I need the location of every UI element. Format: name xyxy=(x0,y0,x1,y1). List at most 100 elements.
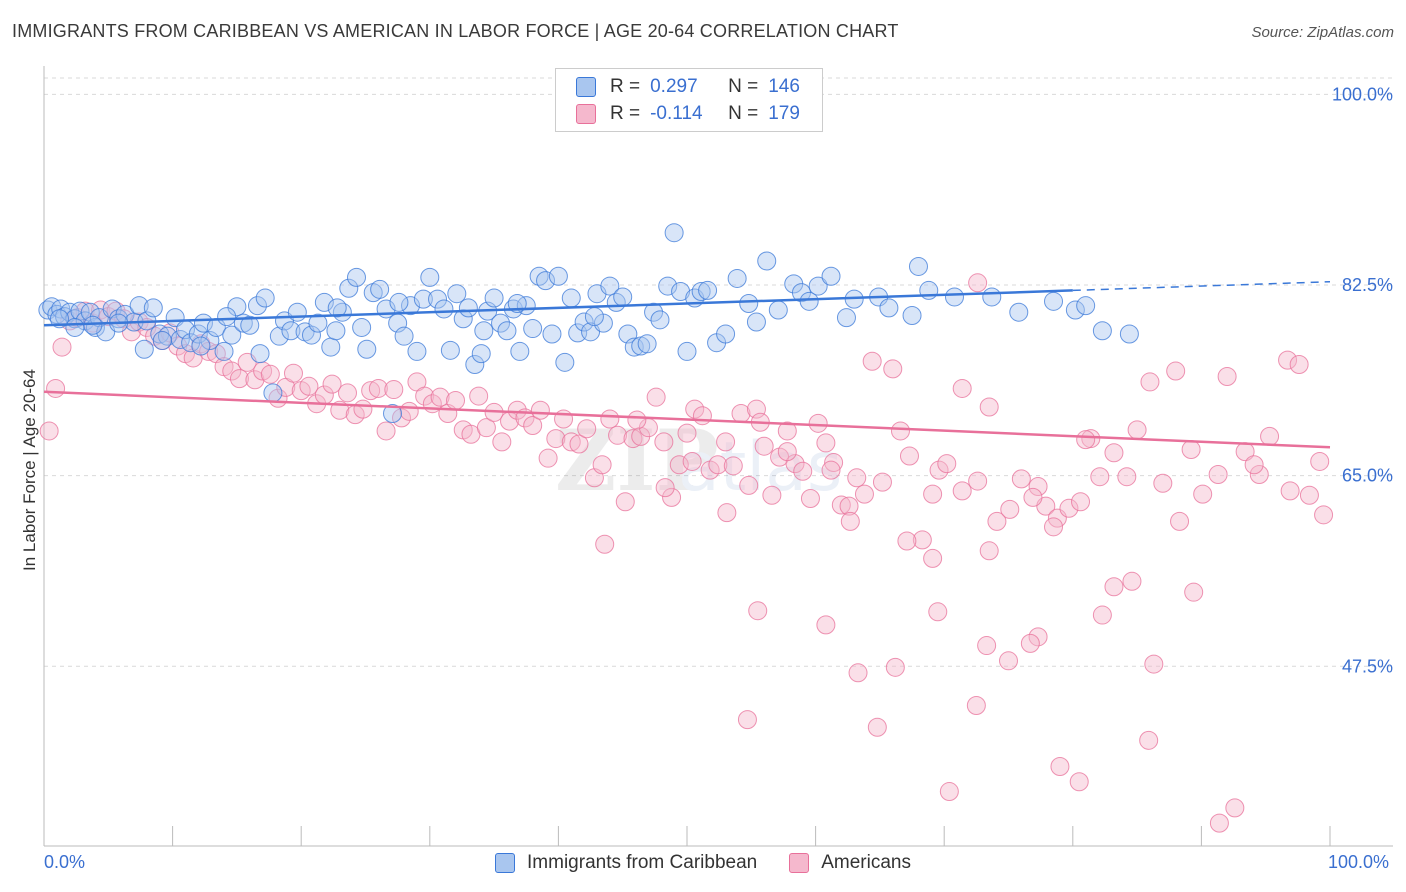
americans-point xyxy=(685,399,705,419)
americans-point xyxy=(1000,499,1020,519)
caribbean-point xyxy=(152,331,172,351)
americans-point xyxy=(507,400,527,420)
legend-n-label: N = xyxy=(728,76,759,97)
americans-point xyxy=(654,432,674,452)
caribbean-point xyxy=(1076,296,1096,316)
caribbean-point xyxy=(60,302,80,322)
americans-point xyxy=(816,615,836,635)
americans-point xyxy=(754,436,774,456)
caribbean-point xyxy=(902,305,922,325)
americans-point xyxy=(592,455,612,475)
caribbean-point xyxy=(407,341,427,361)
caribbean-point xyxy=(287,302,307,322)
legend-swatch-blue xyxy=(576,77,596,97)
caribbean-point xyxy=(134,339,154,359)
americans-point xyxy=(1090,467,1110,487)
series-americans-points xyxy=(39,273,1334,833)
americans-point xyxy=(361,381,381,401)
svg-text:ZIP: ZIP xyxy=(555,411,719,510)
caribbean-point xyxy=(308,313,328,333)
americans-point xyxy=(847,468,867,488)
caribbean-point xyxy=(83,315,103,335)
caribbean-point xyxy=(434,299,454,319)
americans-point xyxy=(1314,505,1334,525)
caribbean-point xyxy=(440,340,460,360)
caribbean-point xyxy=(1119,324,1139,344)
y-tick-label: 82.5% xyxy=(1342,275,1393,295)
americans-point xyxy=(800,488,820,508)
americans-point xyxy=(1208,465,1228,485)
caribbean-point xyxy=(188,324,208,344)
caribbean-point xyxy=(523,319,543,339)
americans-point xyxy=(1249,465,1269,485)
legend-n-value: 179 xyxy=(768,103,800,124)
caribbean-point xyxy=(510,341,530,361)
americans-point xyxy=(890,421,910,441)
americans-point xyxy=(595,534,615,554)
americans-point xyxy=(1140,372,1160,392)
americans-point xyxy=(777,421,797,441)
caribbean-trend-line xyxy=(43,289,1073,327)
caribbean-point xyxy=(574,312,594,332)
caribbean-point xyxy=(394,326,414,346)
americans-point xyxy=(222,361,242,381)
caribbean-point xyxy=(453,309,473,329)
americans-point xyxy=(979,397,999,417)
americans-point xyxy=(492,432,512,452)
americans-point xyxy=(1028,477,1048,497)
americans-point xyxy=(229,369,249,389)
caribbean-point xyxy=(698,280,718,300)
americans-point xyxy=(885,657,905,677)
caribbean-point xyxy=(561,288,581,308)
americans-point xyxy=(1181,439,1201,459)
caribbean-point xyxy=(1065,300,1085,320)
americans-point xyxy=(608,425,628,445)
americans-point xyxy=(52,337,72,357)
americans-point xyxy=(872,472,892,492)
americans-point xyxy=(1310,451,1330,471)
americans-point xyxy=(716,432,736,452)
caribbean-point xyxy=(548,266,568,286)
americans-point xyxy=(623,429,643,449)
americans-point xyxy=(897,531,917,551)
caribbean-point xyxy=(491,313,511,333)
caribbean-point xyxy=(269,326,289,346)
caribbean-point xyxy=(664,223,684,243)
caribbean-point xyxy=(677,341,697,361)
americans-point xyxy=(977,636,997,656)
americans-point xyxy=(1289,355,1309,375)
legend-label-caribbean: Immigrants from Caribbean xyxy=(527,852,758,873)
americans-point xyxy=(968,273,988,293)
y-tick-label: 65.0% xyxy=(1342,466,1393,486)
legend-n-value: 146 xyxy=(768,76,800,97)
caribbean-point xyxy=(739,293,759,313)
caribbean-point xyxy=(49,309,69,329)
americans-point xyxy=(1184,582,1204,602)
americans-point xyxy=(1117,467,1137,487)
americans-point xyxy=(1299,485,1319,505)
caribbean-point xyxy=(624,337,644,357)
legend-swatch-pink xyxy=(789,853,810,873)
americans-point xyxy=(627,410,647,430)
caribbean-point xyxy=(247,296,267,316)
americans-point xyxy=(1071,492,1091,512)
caribbean-point xyxy=(757,251,777,271)
caribbean-point xyxy=(650,310,670,330)
y-tick-label: 47.5% xyxy=(1342,656,1393,676)
americans-point xyxy=(1139,730,1159,750)
y-tick-labels: 100.0% 82.5% 65.0% 47.5% xyxy=(1332,84,1393,676)
caribbean-point xyxy=(637,334,657,354)
americans-point xyxy=(966,695,986,715)
caribbean-point xyxy=(465,355,485,375)
y-tick-label: 100.0% xyxy=(1332,84,1393,104)
caribbean-point xyxy=(1044,291,1064,311)
americans-point xyxy=(392,408,412,428)
americans-point xyxy=(384,380,404,400)
caribbean-point xyxy=(389,292,409,312)
caribbean-point xyxy=(644,302,664,322)
americans-point xyxy=(1104,443,1124,463)
americans-point xyxy=(854,484,874,504)
americans-point xyxy=(824,453,844,473)
caribbean-point xyxy=(458,298,478,318)
